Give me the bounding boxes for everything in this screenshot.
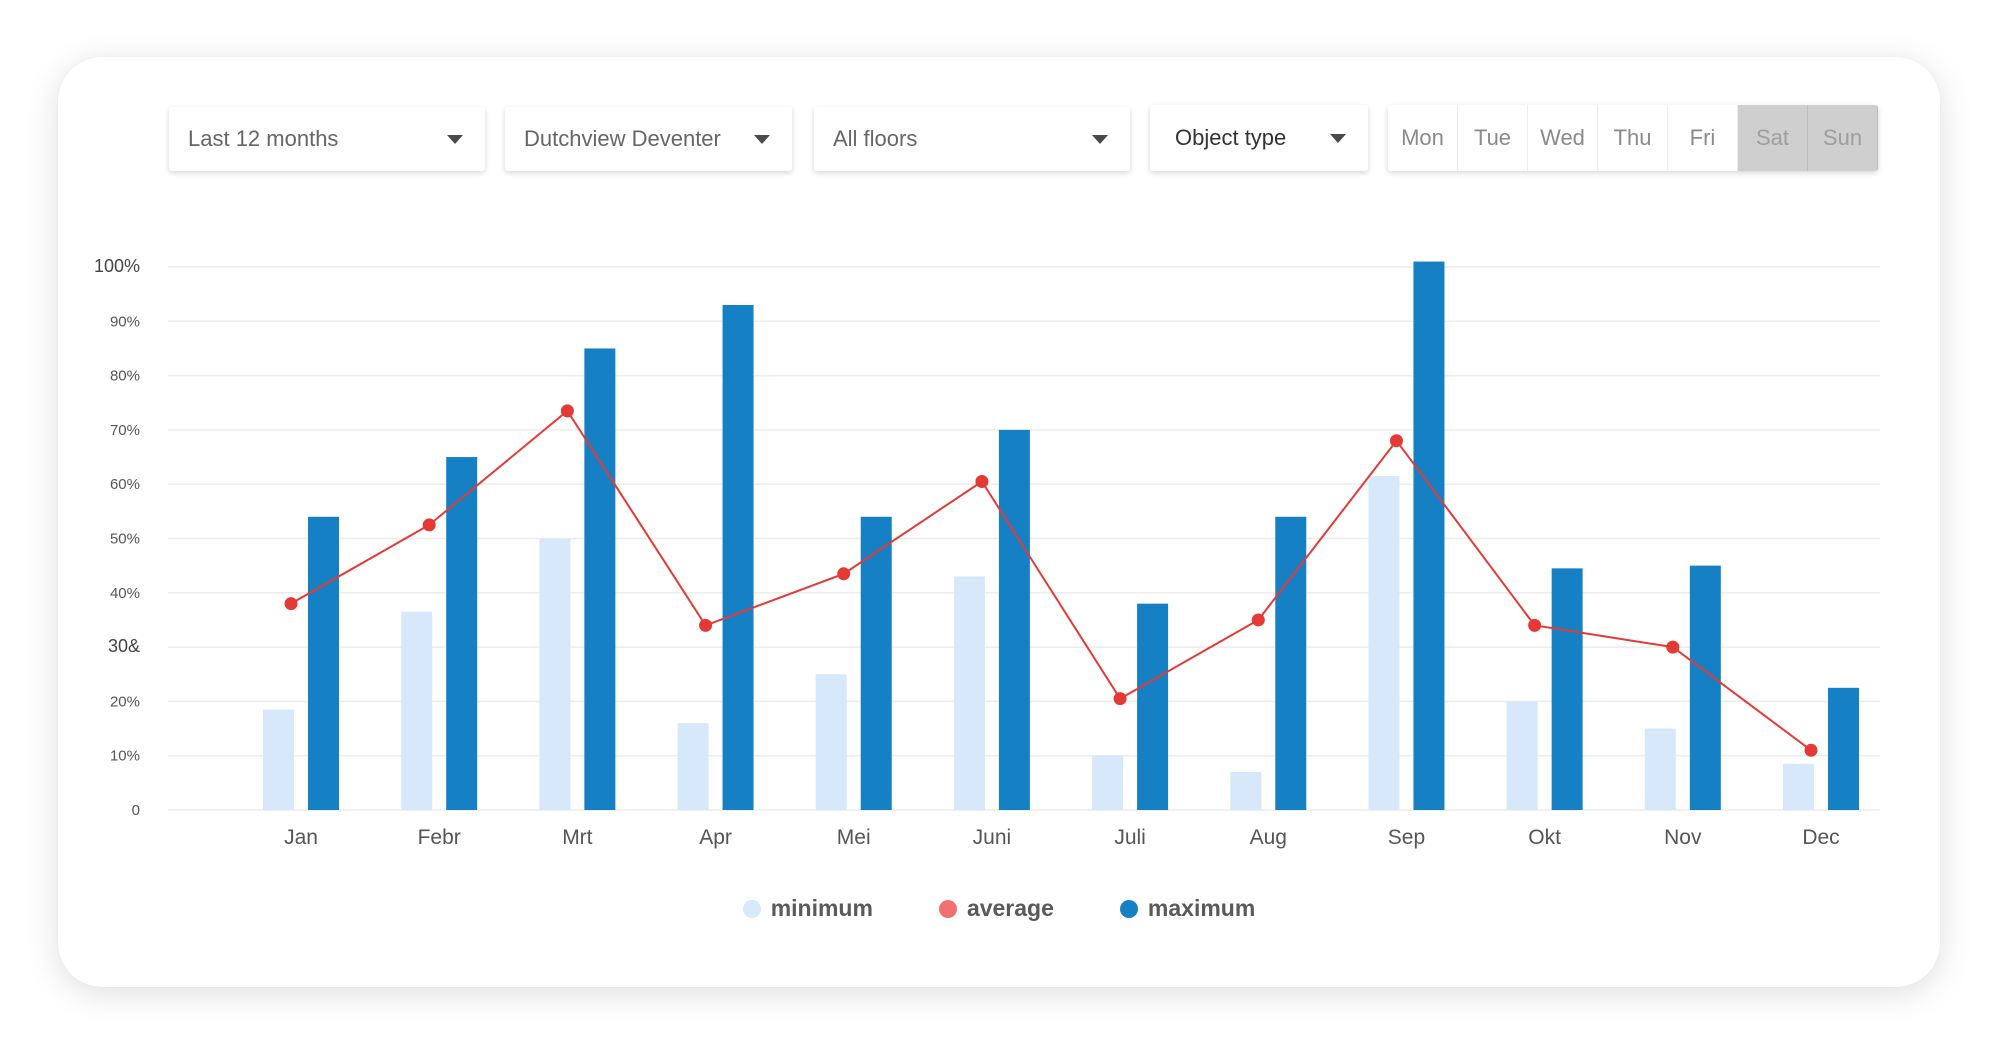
- location-dropdown-label: Dutchview Deventer: [524, 126, 721, 151]
- point-average: [1389, 434, 1403, 448]
- x-tick-label: Nov: [1664, 826, 1702, 849]
- y-tick-label: 100%: [94, 256, 140, 276]
- day-toggle-mon[interactable]: Mon: [1388, 105, 1458, 171]
- point-average: [1528, 618, 1542, 632]
- point-average: [975, 474, 989, 488]
- y-tick-label: 30&: [108, 636, 140, 656]
- bar-maximum: [1275, 516, 1307, 810]
- x-tick-label: Mrt: [562, 826, 592, 849]
- y-tick-label: 90%: [110, 313, 140, 330]
- bar-minimum: [1368, 476, 1400, 810]
- day-label: Tue: [1473, 125, 1512, 150]
- day-label: Sun: [1822, 125, 1863, 150]
- legend-dot-maximum: [1119, 899, 1138, 918]
- legend-dot-average: [938, 899, 957, 918]
- day-toggle-thu[interactable]: Thu: [1598, 105, 1668, 171]
- weekday-toggle-group: Mon Tue Wed Thu Fri Sat Sun: [1388, 105, 1878, 171]
- y-tick-label: 60%: [110, 476, 140, 493]
- period-dropdown[interactable]: Last 12 months: [169, 107, 485, 171]
- bar-minimum: [1644, 728, 1676, 810]
- bar-minimum: [263, 709, 294, 810]
- chart-legend: minimum average maximum: [58, 895, 1940, 922]
- x-tick-label: Apr: [699, 826, 732, 849]
- day-toggle-sat[interactable]: Sat: [1738, 105, 1808, 171]
- bar-maximum: [722, 305, 754, 810]
- point-average: [1113, 692, 1127, 706]
- bar-maximum: [308, 516, 339, 810]
- bar-minimum: [1230, 771, 1262, 810]
- floors-dropdown-label: All floors: [833, 126, 918, 151]
- x-tick-label: Juni: [973, 826, 1012, 849]
- day-label: Wed: [1540, 125, 1585, 150]
- legend-dot-minimum: [742, 899, 761, 918]
- bar-minimum: [1506, 701, 1538, 810]
- day-label: Thu: [1613, 125, 1652, 150]
- point-average: [837, 567, 851, 581]
- bar-maximum: [1413, 261, 1445, 810]
- point-average: [560, 404, 574, 418]
- chevron-down-icon: [754, 134, 770, 144]
- point-average: [1804, 743, 1818, 757]
- bar-maximum: [1689, 565, 1721, 810]
- y-tick-label: 70%: [110, 422, 140, 439]
- y-tick-label: 10%: [110, 748, 140, 765]
- point-average: [284, 597, 298, 611]
- bar-maximum: [1551, 568, 1583, 810]
- y-tick-label: 80%: [110, 368, 140, 385]
- point-average: [699, 618, 713, 632]
- point-average: [1251, 613, 1265, 627]
- y-tick-label: 0: [132, 802, 140, 819]
- day-toggle-wed[interactable]: Wed: [1528, 105, 1598, 171]
- bar-maximum: [584, 348, 616, 810]
- x-tick-label: Okt: [1528, 826, 1561, 849]
- day-label: Sat: [1755, 125, 1790, 150]
- x-tick-label: Febr: [418, 826, 461, 849]
- bar-maximum: [860, 516, 892, 810]
- object-type-dropdown[interactable]: Object type: [1150, 105, 1368, 171]
- legend-item-maximum[interactable]: maximum: [1119, 895, 1256, 922]
- occupancy-chart: 0 10% 20% 30&40% 50% 60% 70% 80% 90% 100% Jan Febr M…: [94, 256, 1880, 849]
- bar-minimum: [539, 538, 571, 810]
- point-average: [1666, 640, 1680, 654]
- day-toggle-tue[interactable]: Tue: [1458, 105, 1528, 171]
- day-label: Mon: [1401, 125, 1444, 150]
- floors-dropdown[interactable]: All floors: [814, 107, 1130, 171]
- y-tick-label: 40%: [110, 585, 140, 602]
- bar-maximum: [1828, 687, 1859, 810]
- chevron-down-icon: [447, 134, 463, 144]
- bar-minimum: [1783, 763, 1814, 810]
- y-tick-label: 50%: [110, 531, 140, 548]
- bar-maximum: [998, 429, 1030, 810]
- bar-minimum: [815, 674, 847, 810]
- chevron-down-icon: [1092, 134, 1108, 144]
- bar-minimum: [401, 611, 433, 810]
- object-type-dropdown-label: Object type: [1175, 125, 1287, 150]
- bar-minimum: [677, 723, 709, 810]
- point-average: [422, 518, 436, 532]
- legend-label-maximum: maximum: [1147, 895, 1256, 921]
- x-tick-label: Dec: [1802, 826, 1839, 849]
- bar-minimum: [1092, 755, 1124, 810]
- x-tick-label: Aug: [1250, 826, 1287, 849]
- x-tick-label: Mei: [837, 826, 871, 849]
- series-line-average: [290, 409, 1812, 752]
- legend-item-minimum[interactable]: minimum: [742, 895, 873, 922]
- day-label: Fri: [1689, 125, 1716, 150]
- legend-label-average: average: [966, 895, 1054, 921]
- x-tick-label: Sep: [1388, 826, 1425, 849]
- chart-card: Last 12 months Dutchview Deventer All fl…: [58, 57, 1940, 987]
- x-tick-label: Jan: [284, 826, 318, 849]
- day-toggle-sun[interactable]: Sun: [1808, 105, 1878, 171]
- location-dropdown[interactable]: Dutchview Deventer: [505, 107, 792, 171]
- bar-maximum: [1137, 603, 1169, 810]
- legend-label-minimum: minimum: [770, 895, 873, 921]
- period-dropdown-label: Last 12 months: [188, 126, 339, 151]
- chevron-down-icon: [1330, 133, 1346, 143]
- day-toggle-fri[interactable]: Fri: [1668, 105, 1738, 171]
- y-tick-label: 20%: [110, 693, 140, 710]
- x-tick-label: Juli: [1114, 826, 1146, 849]
- legend-item-average[interactable]: average: [938, 895, 1054, 922]
- bar-minimum: [953, 576, 985, 810]
- bar-maximum: [446, 457, 478, 810]
